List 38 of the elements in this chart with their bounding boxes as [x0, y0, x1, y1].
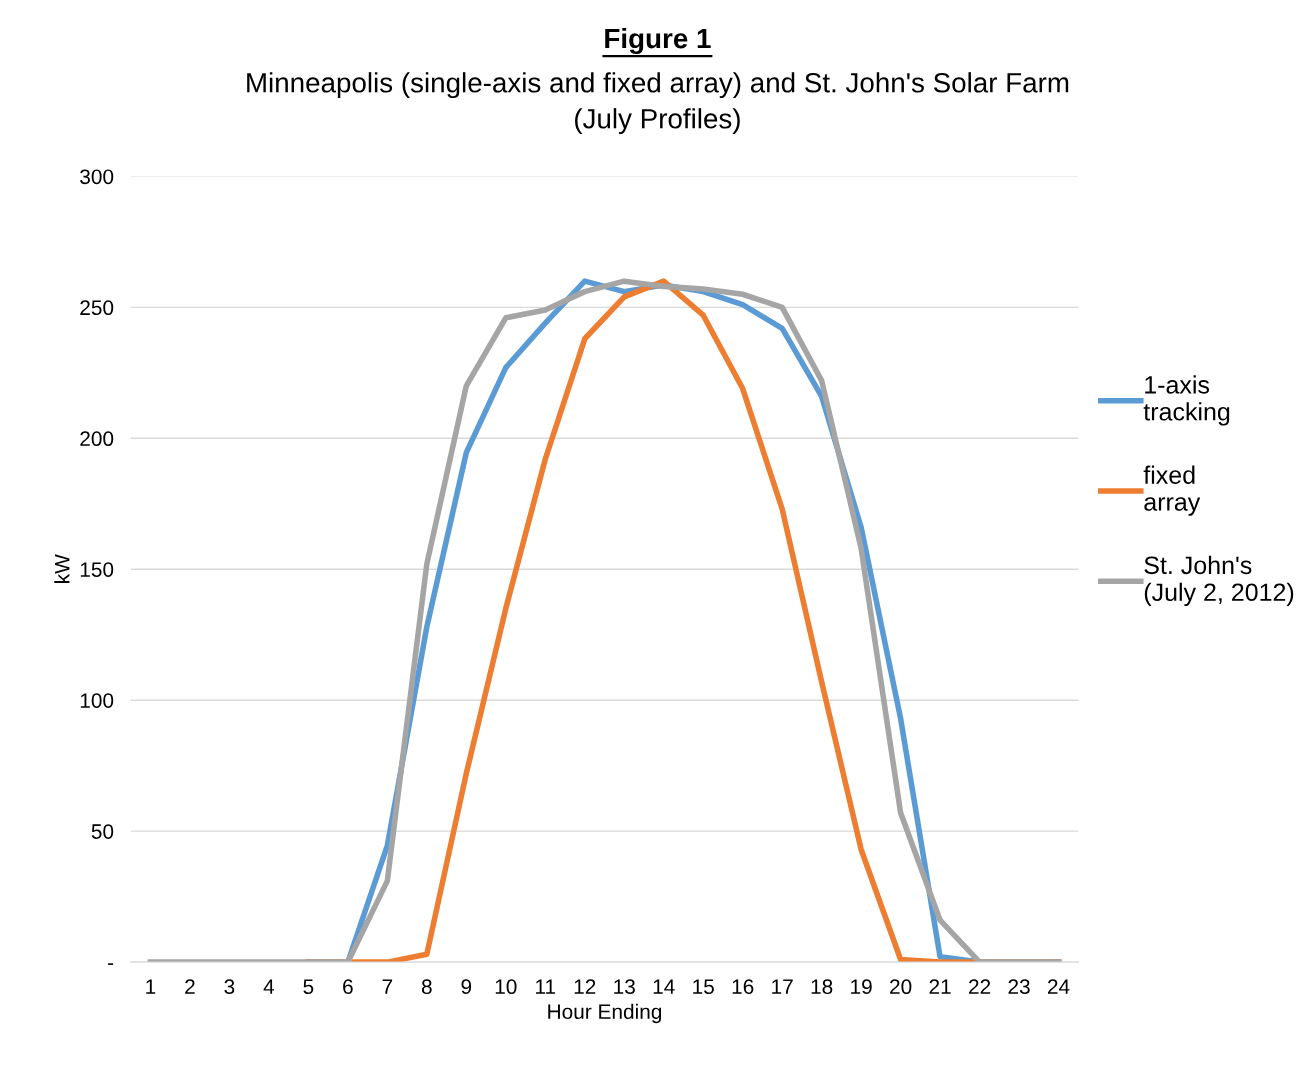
legend-label: 1-axis tracking [1143, 375, 1230, 426]
y-tick-label: 300 [80, 169, 114, 185]
x-tick-label: 17 [772, 979, 793, 994]
x-axis-title: Hour Ending [548, 1003, 662, 1024]
x-tick-label: 5 [303, 979, 314, 995]
y-tick-label: 200 [80, 431, 114, 447]
y-tick-label: - [108, 963, 114, 965]
x-tick-label: 15 [693, 979, 714, 995]
x-tick-label: 21 [929, 979, 951, 994]
x-tick-label: 7 [382, 979, 393, 994]
x-tick-label: 2 [185, 979, 195, 994]
y-tick-label: 150 [80, 562, 114, 577]
legend-label: fixed array [1143, 465, 1201, 516]
x-tick-label: 11 [536, 979, 556, 994]
x-tick-label: 18 [811, 979, 833, 995]
x-tick-label: 16 [732, 979, 754, 995]
chart-subtitle: Minneapolis (single-axis and fixed array) and St. John's Solar Farm (July Profiles) [247, 72, 1069, 135]
x-tick-label: 24 [1048, 979, 1070, 994]
x-tick-label: 9 [461, 979, 472, 995]
y-tick-label: 50 [91, 824, 114, 839]
x-tick-label: 14 [653, 979, 675, 994]
x-tick-label: 22 [969, 979, 991, 994]
x-tick-label: 4 [263, 979, 275, 994]
x-tick-label: 13 [614, 979, 635, 995]
x-tick-label: 12 [574, 979, 596, 994]
x-tick-label: 19 [851, 979, 872, 995]
legend-label: St. John's (July 2, 2012) [1144, 555, 1294, 607]
x-tick-label: 20 [890, 979, 912, 995]
y-tick-label: 250 [80, 300, 114, 316]
y-tick-label: 100 [80, 693, 114, 708]
x-tick-label: 1 [146, 979, 156, 994]
x-tick-label: 6 [343, 979, 353, 995]
x-tick-label: 8 [421, 979, 432, 995]
y-axis-title: kW [54, 554, 70, 583]
chart-title: Figure 1 [605, 27, 711, 54]
x-tick-label: 23 [1008, 979, 1030, 995]
x-tick-label: 3 [224, 979, 235, 995]
x-tick-label: 10 [495, 979, 517, 995]
